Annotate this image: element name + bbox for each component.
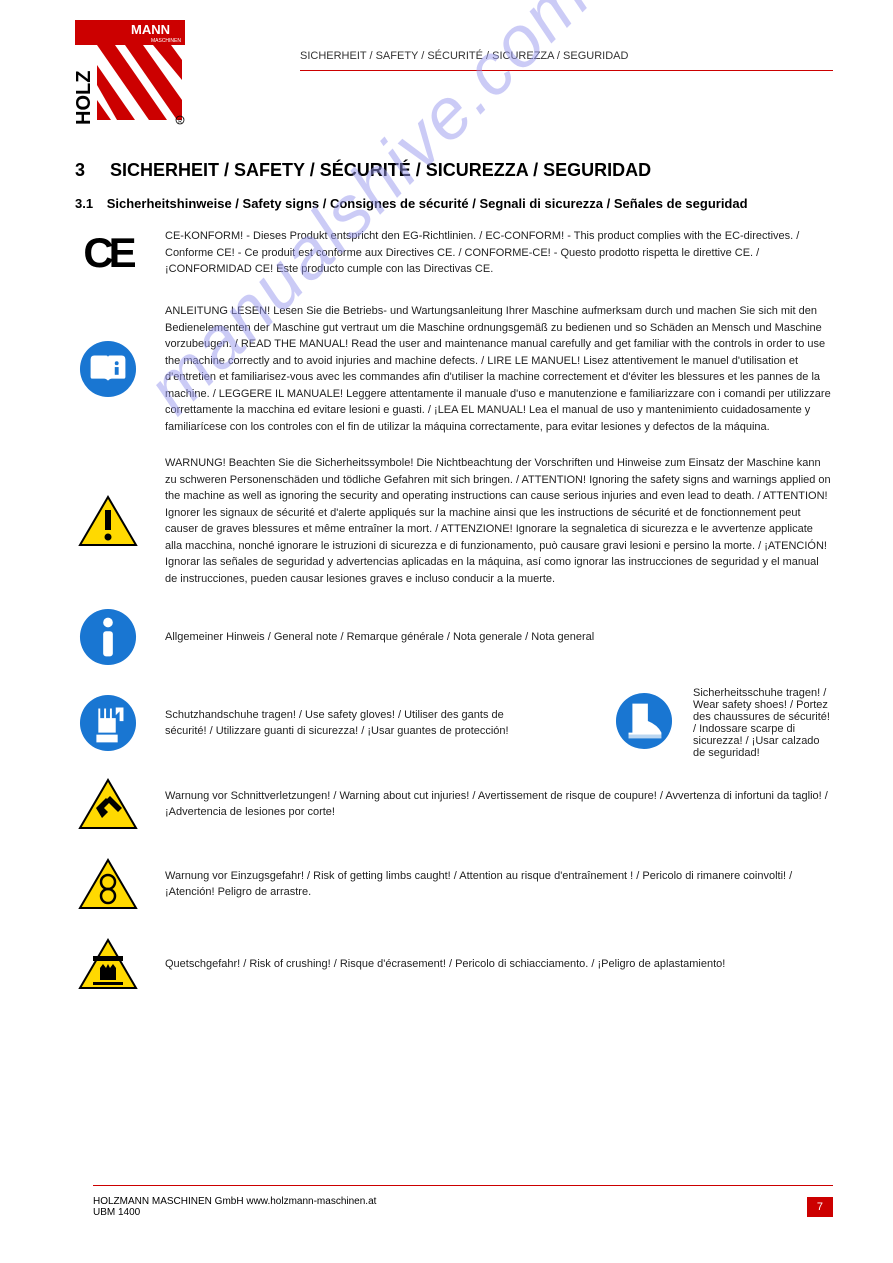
- sign-row-warning: WARNUNG! Beachten Sie die Sicherheitssym…: [75, 455, 833, 587]
- footer-line: [93, 1185, 833, 1186]
- sign-text: Quetschgefahr! / Risk of crushing! / Ris…: [165, 956, 725, 973]
- svg-text:MASCHINEN: MASCHINEN: [151, 38, 181, 44]
- sign-row-gloves-boots: Schutzhandschuhe tragen! / Use safety gl…: [75, 687, 833, 759]
- footer-company: HOLZMANN MASCHINEN GmbH www.holzmann-mas…: [93, 1196, 376, 1207]
- section-title-text: SICHERHEIT / SAFETY / SÉCURITÉ / SICUREZ…: [110, 160, 651, 180]
- section-number: 3: [75, 160, 85, 180]
- svg-text:HOLZ: HOLZ: [75, 71, 95, 125]
- subsection-title-text: Sicherheitshinweise / Safety signs / Con…: [107, 196, 748, 211]
- svg-text:MANN: MANN: [131, 22, 170, 37]
- subsection-title: 3.1 Sicherheitshinweise / Safety signs /…: [75, 196, 833, 211]
- sign-text: Allgemeiner Hinweis / General note / Rem…: [165, 629, 594, 646]
- footer: HOLZMANN MASCHINEN GmbH www.holzmann-mas…: [93, 1185, 833, 1218]
- read-manual-icon: [75, 340, 140, 398]
- cut-warning-icon: [75, 778, 140, 830]
- svg-text:R: R: [178, 119, 182, 125]
- sign-row-ce: CE CE-KONFORM! - Dieses Produkt entspric…: [75, 223, 833, 283]
- sign-text-boots: Sicherheitsschuhe tragen! / Wear safety …: [693, 687, 833, 759]
- header-title: SICHERHEIT / SAFETY / SÉCURITÉ / SICUREZ…: [300, 50, 628, 62]
- sign-row-notice: Allgemeiner Hinweis / General note / Rem…: [75, 607, 833, 667]
- safety-gloves-icon: [75, 694, 140, 752]
- section-title: 3 SICHERHEIT / SAFETY / SÉCURITÉ / SICUR…: [75, 160, 833, 181]
- sign-text: CE-KONFORM! - Dieses Produkt entspricht …: [165, 228, 833, 278]
- ce-mark-icon: CE: [75, 229, 140, 277]
- header-line: [300, 70, 833, 71]
- sign-row-crush: Quetschgefahr! / Risk of crushing! / Ris…: [75, 934, 833, 994]
- safety-boots-icon: [615, 692, 673, 755]
- sign-text: ANLEITUNG LESEN! Lesen Sie die Betriebs-…: [165, 303, 833, 435]
- logo: MANN MASCHINEN HOLZ R: [75, 20, 185, 125]
- sign-row-cut: Warnung vor Schnittverletzungen! / Warni…: [75, 774, 833, 834]
- sign-text: WARNUNG! Beachten Sie die Sicherheitssym…: [165, 455, 833, 587]
- warning-icon: [75, 495, 140, 547]
- sign-row-rollers: Warnung vor Einzugsgefahr! / Risk of get…: [75, 854, 833, 914]
- sign-text: Warnung vor Einzugsgefahr! / Risk of get…: [165, 868, 833, 901]
- page-number: 7: [807, 1197, 833, 1217]
- sign-row-manual: ANLEITUNG LESEN! Lesen Sie die Betriebs-…: [75, 303, 833, 435]
- entanglement-warning-icon: [75, 858, 140, 910]
- footer-product: UBM 1400: [93, 1207, 140, 1218]
- sign-text: Warnung vor Schnittverletzungen! / Warni…: [165, 788, 833, 821]
- sign-text-gloves: Schutzhandschuhe tragen! / Use safety gl…: [165, 707, 515, 740]
- crush-warning-icon: [75, 938, 140, 990]
- subsection-number: 3.1: [75, 196, 93, 211]
- general-notice-icon: [75, 608, 140, 666]
